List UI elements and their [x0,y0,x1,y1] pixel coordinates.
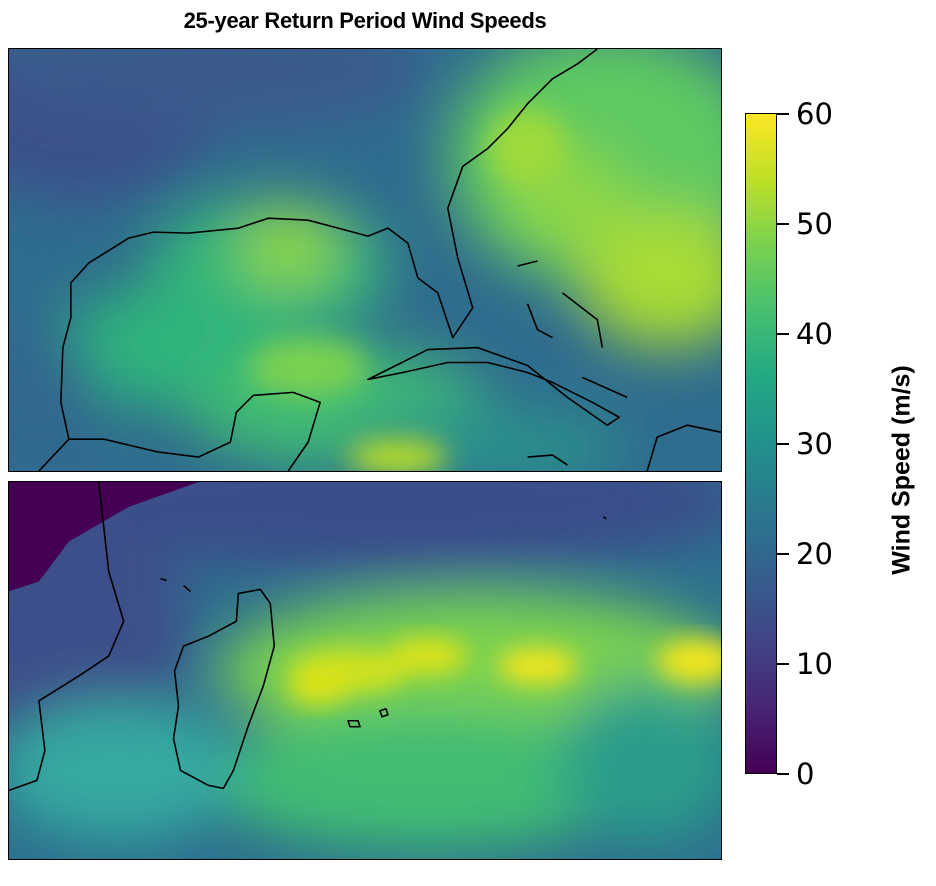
colorbar-label: Wind Speed (m/s) [887,365,916,575]
colorbar-tick-label: 40 [796,317,833,351]
map-panel-indian-ocean [8,481,722,860]
map-panel-gulf-of-mexico [8,48,722,472]
gulf-coast-outline [38,49,598,471]
comoros-1 [160,577,167,582]
bahamas-1 [517,260,538,267]
colorbar-tick [777,443,789,445]
colorbar-tick [777,663,789,665]
bahamas-2 [526,303,553,339]
wind-field-bottom [9,482,721,851]
comoros-2 [182,584,192,593]
colorbar-tick-label: 0 [796,757,815,791]
indian-ocean-map-svg [9,482,721,859]
coastlines-top [38,49,721,471]
hispaniola-outline [646,424,721,471]
colorbar [745,113,777,774]
colorbar-tick-label: 20 [796,537,833,571]
colorbar-tick [777,553,789,555]
bahamas-4 [582,376,628,399]
colorbar-tick [777,113,789,115]
bahamas-3 [561,292,604,348]
seychelles [602,516,607,520]
gulf-map-svg [9,49,721,471]
reunion [347,719,361,728]
jamaica-outline [527,454,568,466]
colorbar-tick-label: 50 [796,207,833,241]
wind-field-top [9,49,721,471]
colorbar-tick-label: 60 [796,97,833,131]
yucatan-outline [68,391,321,471]
africa-coast [9,482,125,792]
colorbar-tick-label: 30 [796,427,833,461]
coastlines-bottom [9,482,607,792]
colorbar-tick [777,773,789,775]
colorbar-tick-label: 10 [796,647,833,681]
mauritius [379,708,389,718]
colorbar-tick [777,333,789,335]
africa-land-dark [9,482,199,592]
madagascar-outline [172,588,276,790]
colorbar-tick [777,223,789,225]
chart-title: 25-year Return Period Wind Speeds [183,8,547,33]
cuba-outline [367,346,621,427]
wind-field-bottom-detail [288,638,721,705]
